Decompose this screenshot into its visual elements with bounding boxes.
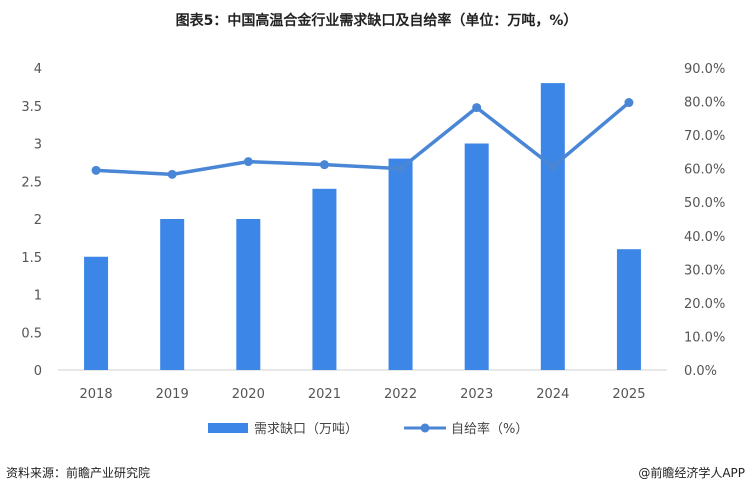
x-tick-label: 2024 (536, 387, 569, 402)
y-left-tick-label: 2.5 (21, 175, 42, 190)
x-tick-label: 2019 (156, 387, 189, 402)
y-right-tick-label: 80.0% (684, 96, 725, 111)
line-point (319, 160, 329, 170)
y-left-tick-label: 3.5 (21, 100, 42, 115)
x-tick-label: 2022 (384, 387, 417, 402)
line-point (91, 165, 101, 175)
y-right-tick-label: 20.0% (684, 297, 725, 312)
y-left-tick-label: 4 (34, 62, 42, 77)
y-right-tick-label: 70.0% (684, 129, 725, 144)
y-right-tick-label: 50.0% (684, 196, 725, 211)
y-left-tick-label: 0.5 (21, 326, 42, 341)
chart-title: 图表5：中国高温合金行业需求缺口及自给率（单位：万吨，%） (175, 13, 578, 29)
y-left-tick-label: 1.5 (21, 251, 42, 266)
bar (388, 158, 413, 370)
y-right-tick-label: 0.0% (684, 364, 717, 379)
legend-bar-swatch (208, 423, 248, 433)
x-tick-label: 2021 (308, 387, 341, 402)
legend: 需求缺口（万吨） 自给率（%） (208, 421, 528, 437)
line-path (95, 101, 631, 177)
line-series (91, 98, 634, 179)
bar (616, 249, 641, 370)
line-point (624, 98, 634, 108)
y-left-tick-label: 1 (34, 289, 42, 304)
y-right-tick-label: 90.0% (684, 62, 725, 77)
bar (540, 83, 565, 370)
credit-note: @前瞻经济学人APP (638, 466, 745, 480)
y-right-tick-label: 10.0% (684, 330, 725, 345)
bar (160, 219, 185, 370)
x-tick-label: 2025 (612, 387, 645, 402)
line-point (243, 157, 253, 167)
y-left-tick-label: 0 (34, 364, 42, 379)
bar (312, 188, 337, 370)
bar (84, 256, 109, 370)
chart-axes: 00.511.522.533.540.0%10.0%20.0%30.0%40.0… (21, 62, 725, 402)
x-tick-label: 2018 (80, 387, 113, 402)
source-note: 资料来源：前瞻产业研究院 (6, 466, 151, 480)
bar-series (84, 83, 641, 370)
y-left-tick-label: 2 (34, 213, 42, 228)
y-right-tick-label: 40.0% (684, 230, 725, 245)
y-right-tick-label: 30.0% (684, 263, 725, 278)
x-tick-label: 2023 (460, 387, 493, 402)
line-point (396, 164, 406, 174)
legend-line-marker (420, 423, 430, 433)
bar (464, 143, 489, 370)
y-left-tick-label: 3 (34, 138, 42, 153)
legend-bar-label: 需求缺口（万吨） (254, 422, 358, 437)
line-point (167, 169, 177, 179)
line-point (472, 103, 482, 113)
legend-line-label: 自给率（%） (451, 421, 528, 437)
bar (236, 219, 261, 370)
line-point (548, 162, 558, 172)
y-right-tick-label: 60.0% (684, 163, 725, 178)
x-tick-label: 2020 (232, 387, 265, 402)
